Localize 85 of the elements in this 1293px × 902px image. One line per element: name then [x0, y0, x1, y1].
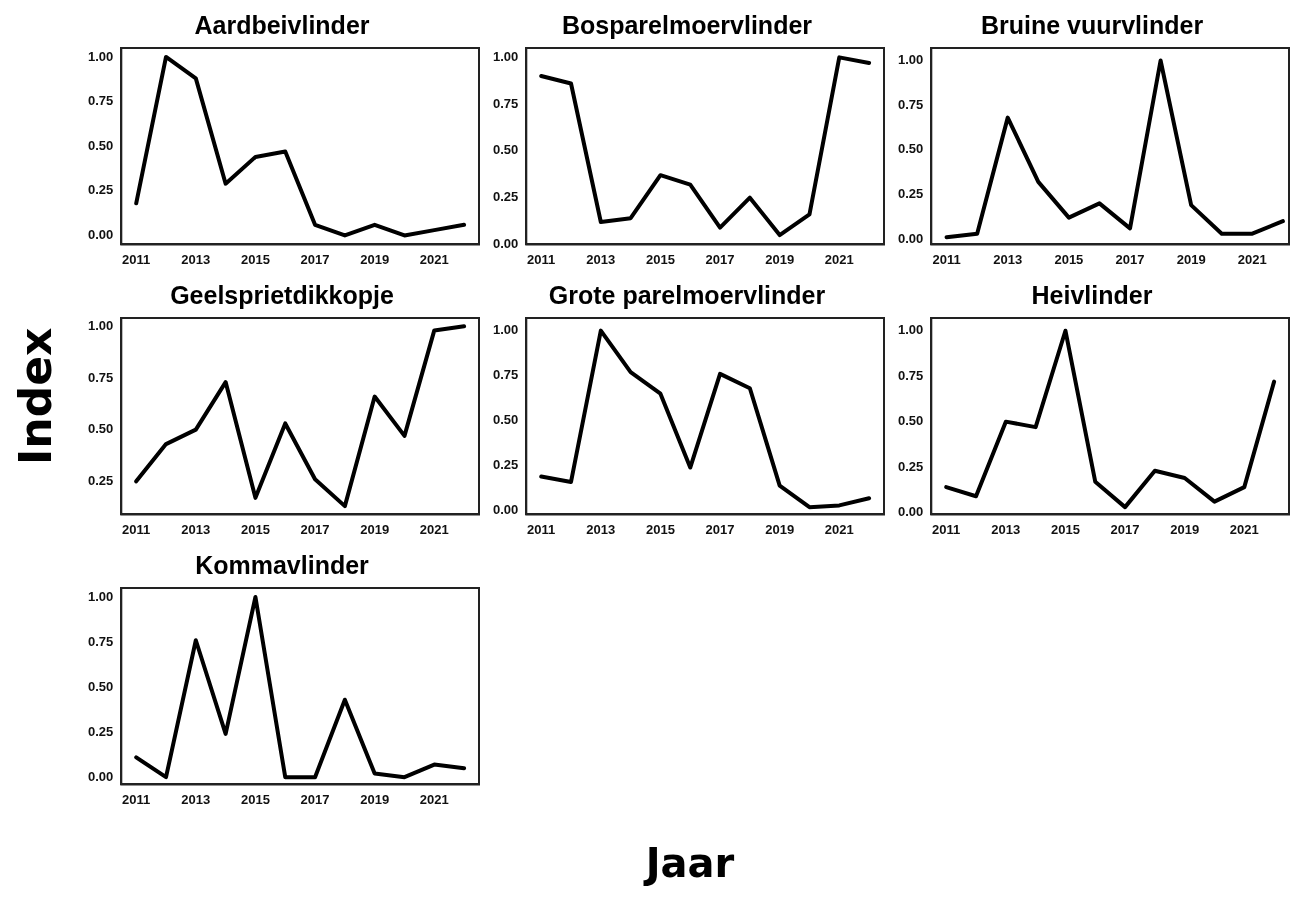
chart-title: Bosparelmoervlinder: [561, 10, 813, 39]
y-tick-label: 0.50: [897, 413, 924, 429]
x-tick-label: 2011: [527, 521, 556, 537]
y-tick-label: 1.00: [87, 317, 114, 333]
y-tick-label: 0.25: [492, 189, 519, 205]
y-tick-label: 0.50: [492, 142, 519, 158]
x-tick-label: 2019: [765, 251, 795, 267]
y-tick-label: 0.00: [492, 502, 519, 518]
chart-title: Bruine vuurvlinder: [980, 10, 1204, 39]
y-tick-label: 0.25: [492, 457, 519, 473]
y-tick-label: 1.00: [897, 322, 924, 338]
x-tick-label: 2019: [360, 791, 390, 807]
x-tick-label: 2011: [932, 251, 961, 267]
chart-title: Heivlinder: [1031, 280, 1153, 309]
y-tick-label: 0.00: [87, 227, 114, 243]
x-tick-label: 2017: [1115, 251, 1145, 267]
y-tick-label: 0.00: [87, 768, 114, 784]
y-tick-label: 0.25: [87, 723, 114, 739]
y-tick-label: 0.50: [87, 137, 114, 153]
y-tick-label: 0.75: [897, 367, 924, 383]
y-tick-label: 0.75: [897, 96, 924, 112]
y-tick-label: 0.25: [897, 458, 924, 474]
y-tick-label: 0.75: [87, 93, 114, 109]
y-tick-label: 1.00: [492, 322, 519, 338]
x-tick-label: 2013: [181, 791, 211, 807]
y-tick-label: 0.75: [492, 95, 519, 111]
x-tick-label: 2011: [122, 251, 151, 267]
x-tick-label: 2017: [705, 521, 735, 537]
x-tick-label: 2019: [360, 521, 390, 537]
x-tick-label: 2015: [240, 521, 270, 537]
x-tick-label: 2013: [993, 251, 1023, 267]
x-tick-label: 2015: [240, 251, 270, 267]
y-tick-label: 0.75: [87, 633, 114, 649]
y-tick-label: 0.25: [897, 185, 924, 201]
y-tick-label: 0.50: [87, 678, 114, 694]
x-tick-label: 2013: [586, 521, 616, 537]
x-tick-label: 2017: [1110, 521, 1140, 537]
y-tick-label: 0.25: [87, 182, 114, 198]
y-tick-label: 0.50: [87, 421, 114, 437]
y-tick-label: 0.00: [492, 235, 519, 251]
x-tick-label: 2021: [824, 251, 854, 267]
x-tick-label: 2013: [181, 521, 211, 537]
x-tick-label: 2017: [705, 251, 735, 267]
y-tick-label: 0.25: [87, 472, 114, 488]
chart-title: Grote parelmoervlinder: [548, 280, 826, 309]
chart-title: Geelsprietdikkopje: [170, 280, 394, 309]
x-tick-label: 2017: [300, 791, 330, 807]
x-tick-label: 2011: [932, 521, 961, 537]
x-tick-label: 2017: [300, 521, 330, 537]
y-axis-title: Index: [10, 327, 62, 465]
x-tick-label: 2015: [240, 791, 270, 807]
x-tick-label: 2021: [1237, 251, 1267, 267]
x-tick-label: 2011: [122, 791, 151, 807]
x-tick-label: 2021: [1229, 521, 1259, 537]
x-tick-label: 2021: [419, 251, 449, 267]
y-tick-label: 0.50: [897, 141, 924, 157]
x-tick-label: 2019: [1170, 521, 1200, 537]
y-tick-label: 0.75: [492, 367, 519, 383]
y-tick-label: 0.00: [897, 230, 924, 246]
y-tick-label: 1.00: [87, 588, 114, 604]
y-tick-label: 0.00: [897, 504, 924, 520]
chart-title: Kommavlinder: [195, 550, 370, 579]
y-tick-label: 0.75: [87, 369, 114, 385]
y-tick-label: 1.00: [87, 48, 114, 64]
x-tick-label: 2011: [122, 521, 151, 537]
x-tick-label: 2015: [1050, 521, 1080, 537]
x-tick-label: 2013: [586, 251, 616, 267]
x-tick-label: 2015: [645, 251, 675, 267]
x-tick-label: 2013: [991, 521, 1021, 537]
x-tick-label: 2015: [645, 521, 675, 537]
x-tick-label: 2019: [1176, 251, 1206, 267]
x-tick-label: 2019: [765, 521, 795, 537]
y-tick-label: 1.00: [897, 52, 924, 68]
x-tick-label: 2019: [360, 251, 390, 267]
x-tick-label: 2021: [419, 791, 449, 807]
x-tick-label: 2011: [527, 251, 556, 267]
x-tick-label: 2017: [300, 251, 330, 267]
x-axis-title: Jaar: [642, 839, 736, 888]
y-tick-label: 1.00: [492, 48, 519, 64]
x-tick-label: 2021: [824, 521, 854, 537]
y-tick-label: 0.50: [492, 412, 519, 428]
x-tick-label: 2015: [1054, 251, 1084, 267]
chart-title: Aardbeivlinder: [194, 10, 370, 39]
x-tick-label: 2021: [419, 521, 449, 537]
x-tick-label: 2013: [181, 251, 211, 267]
